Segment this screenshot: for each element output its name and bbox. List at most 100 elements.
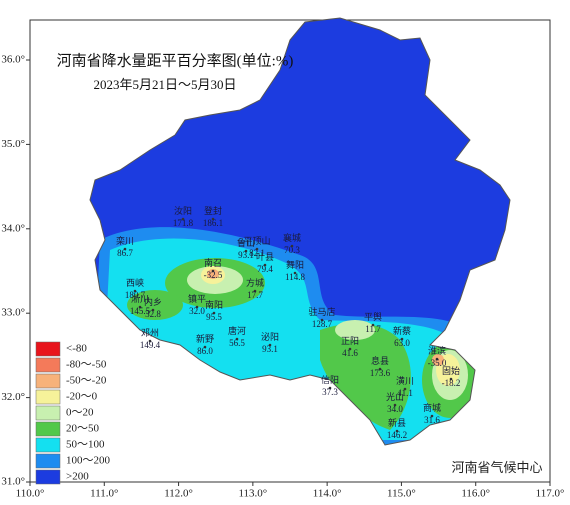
legend-swatch [35,469,61,485]
station: 淮滨 -35.0 [428,345,447,368]
y-tick-label: 34.0° [1,222,25,234]
station-name: 新县 [388,417,406,428]
station: 襄城 70.3 [283,232,301,255]
legend-label: >200 [66,471,89,483]
legend-swatch [35,437,61,453]
station-value: 86.7 [117,248,133,258]
legend-label: -80～-50 [66,359,107,371]
x-tick-label: 117.0° [536,488,565,500]
station-value: 31.6 [424,415,440,425]
station: 泌阳 93.1 [261,331,279,354]
station-value: 79.4 [257,264,273,274]
station: 叶县 79.4 [256,252,274,274]
legend-label: 20～50 [66,423,99,435]
station-name: 泌阳 [261,331,279,342]
station: 信阳 37.3 [321,374,339,397]
station-value: 56.5 [229,338,245,348]
station-dot [181,217,185,221]
station-name: 襄城 [283,232,301,243]
station-dot [403,387,407,391]
station-value: 146.2 [387,430,407,440]
station-dot [255,247,259,251]
station-name: 镇平 [188,293,206,304]
x-tick-label: 113.0° [238,488,267,500]
station-value: 93.1 [262,344,278,354]
x-tick-label: 116.0° [461,488,490,500]
station: 鲁山 93.1 [237,237,255,260]
y-tick-label: 35.0° [1,138,25,150]
legend-swatch [35,389,61,405]
station: 新野 86.0 [196,333,214,356]
legend-label: -20～0 [66,391,98,403]
station-name: 潢川 [396,375,414,386]
legend-label: 0～20 [66,407,94,419]
station-name: 登封 [204,205,222,216]
station-dot [148,339,152,343]
legend-swatch [35,421,61,437]
station-name: 正阳 [341,336,359,346]
x-tick-label: 115.0° [387,488,416,500]
legend-swatch [35,341,61,357]
station-name: 固始 [442,365,460,376]
station-dot [328,386,332,390]
station-name: 舞阳 [286,260,304,270]
station: 新蔡 63.0 [393,325,411,348]
station: 息县 173.6 [370,355,391,378]
y-tick-label: 31.0° [1,476,25,488]
station: 汝阳 171.8 [173,205,194,228]
station: 南召 -32.5 [204,257,223,280]
y-tick-label: 36.0° [1,54,25,66]
station-name: 南召 [204,257,222,268]
footer: 河南省气候中心 [451,460,542,475]
station-value: 173.6 [370,368,391,378]
station-value: 11.7 [365,324,381,334]
station-value: 32.8 [145,309,161,319]
station: 方城 17.7 [246,277,264,300]
station-dot [263,263,267,267]
station: 平顶山 82.1 [243,236,270,258]
station-name: 邓州 [141,328,159,338]
station-dot [211,269,215,273]
station-value: 186.1 [203,218,223,228]
station-dot [211,217,215,221]
station-name: 淅川 [131,293,149,304]
station-dot [253,289,257,293]
x-tick-label: 112.0° [164,488,193,500]
station-value: 41.6 [342,348,358,358]
station: 淅川 145.5 [130,293,151,316]
station-dot [212,311,216,315]
station-name: 淮滨 [428,345,446,356]
station-value: 180.7 [125,290,146,300]
station: 舞阳 114.8 [285,260,305,282]
station-dot [203,345,207,349]
station: 登封 186.1 [203,205,223,228]
station-value: 128.7 [312,319,333,329]
station-name: 栾川 [116,235,134,246]
station: 商城 31.6 [423,402,441,425]
station-value: 32.0 [189,306,205,316]
station-dot [235,337,239,341]
station-value: 41.1 [397,388,413,398]
legend-label: -50～-20 [66,375,107,387]
legend-swatch [35,373,61,389]
station-name: 汝阳 [174,205,192,216]
title: 河南省降水量距平百分率图(单位:%) [57,52,294,69]
station-dot [138,305,142,309]
station-dot [430,414,434,418]
station-name: 光山 [386,391,404,402]
station-dot [268,343,272,347]
station: 潢川 41.1 [396,375,414,398]
legend-label: 50～100 [66,439,105,451]
x-tick-label: 110.0° [16,488,45,500]
station-dot [151,308,155,312]
station-name: 新野 [196,333,214,344]
station-value: -32.5 [204,270,223,280]
station-dot [449,377,453,381]
station-dot [371,323,375,327]
station-value: 86.0 [197,346,213,356]
station-dot [290,244,294,248]
station-name: 鲁山 [237,237,255,248]
y-tick-label: 32.0° [1,391,25,403]
station-dot [320,318,324,322]
